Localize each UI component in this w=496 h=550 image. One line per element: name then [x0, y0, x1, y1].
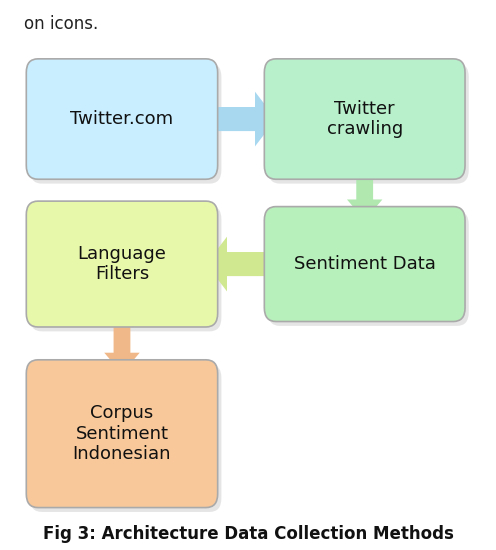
- FancyBboxPatch shape: [264, 207, 465, 322]
- Text: Fig 3: Architecture Data Collection Methods: Fig 3: Architecture Data Collection Meth…: [43, 525, 453, 543]
- FancyBboxPatch shape: [30, 206, 221, 331]
- Polygon shape: [347, 166, 382, 221]
- FancyBboxPatch shape: [26, 201, 218, 327]
- Text: Sentiment Data: Sentiment Data: [294, 255, 435, 273]
- FancyBboxPatch shape: [264, 59, 465, 179]
- FancyBboxPatch shape: [268, 211, 469, 326]
- FancyBboxPatch shape: [26, 59, 218, 179]
- Text: Twitter
crawling: Twitter crawling: [326, 100, 403, 139]
- FancyBboxPatch shape: [26, 360, 218, 508]
- Polygon shape: [206, 92, 276, 146]
- FancyBboxPatch shape: [268, 63, 469, 184]
- Text: Language
Filters: Language Filters: [77, 245, 167, 283]
- Text: Corpus
Sentiment
Indonesian: Corpus Sentiment Indonesian: [73, 404, 171, 464]
- FancyBboxPatch shape: [30, 364, 221, 512]
- Text: on icons.: on icons.: [24, 15, 98, 33]
- FancyBboxPatch shape: [30, 63, 221, 184]
- Polygon shape: [206, 236, 276, 292]
- Text: Twitter.com: Twitter.com: [70, 110, 174, 128]
- Polygon shape: [104, 314, 140, 373]
